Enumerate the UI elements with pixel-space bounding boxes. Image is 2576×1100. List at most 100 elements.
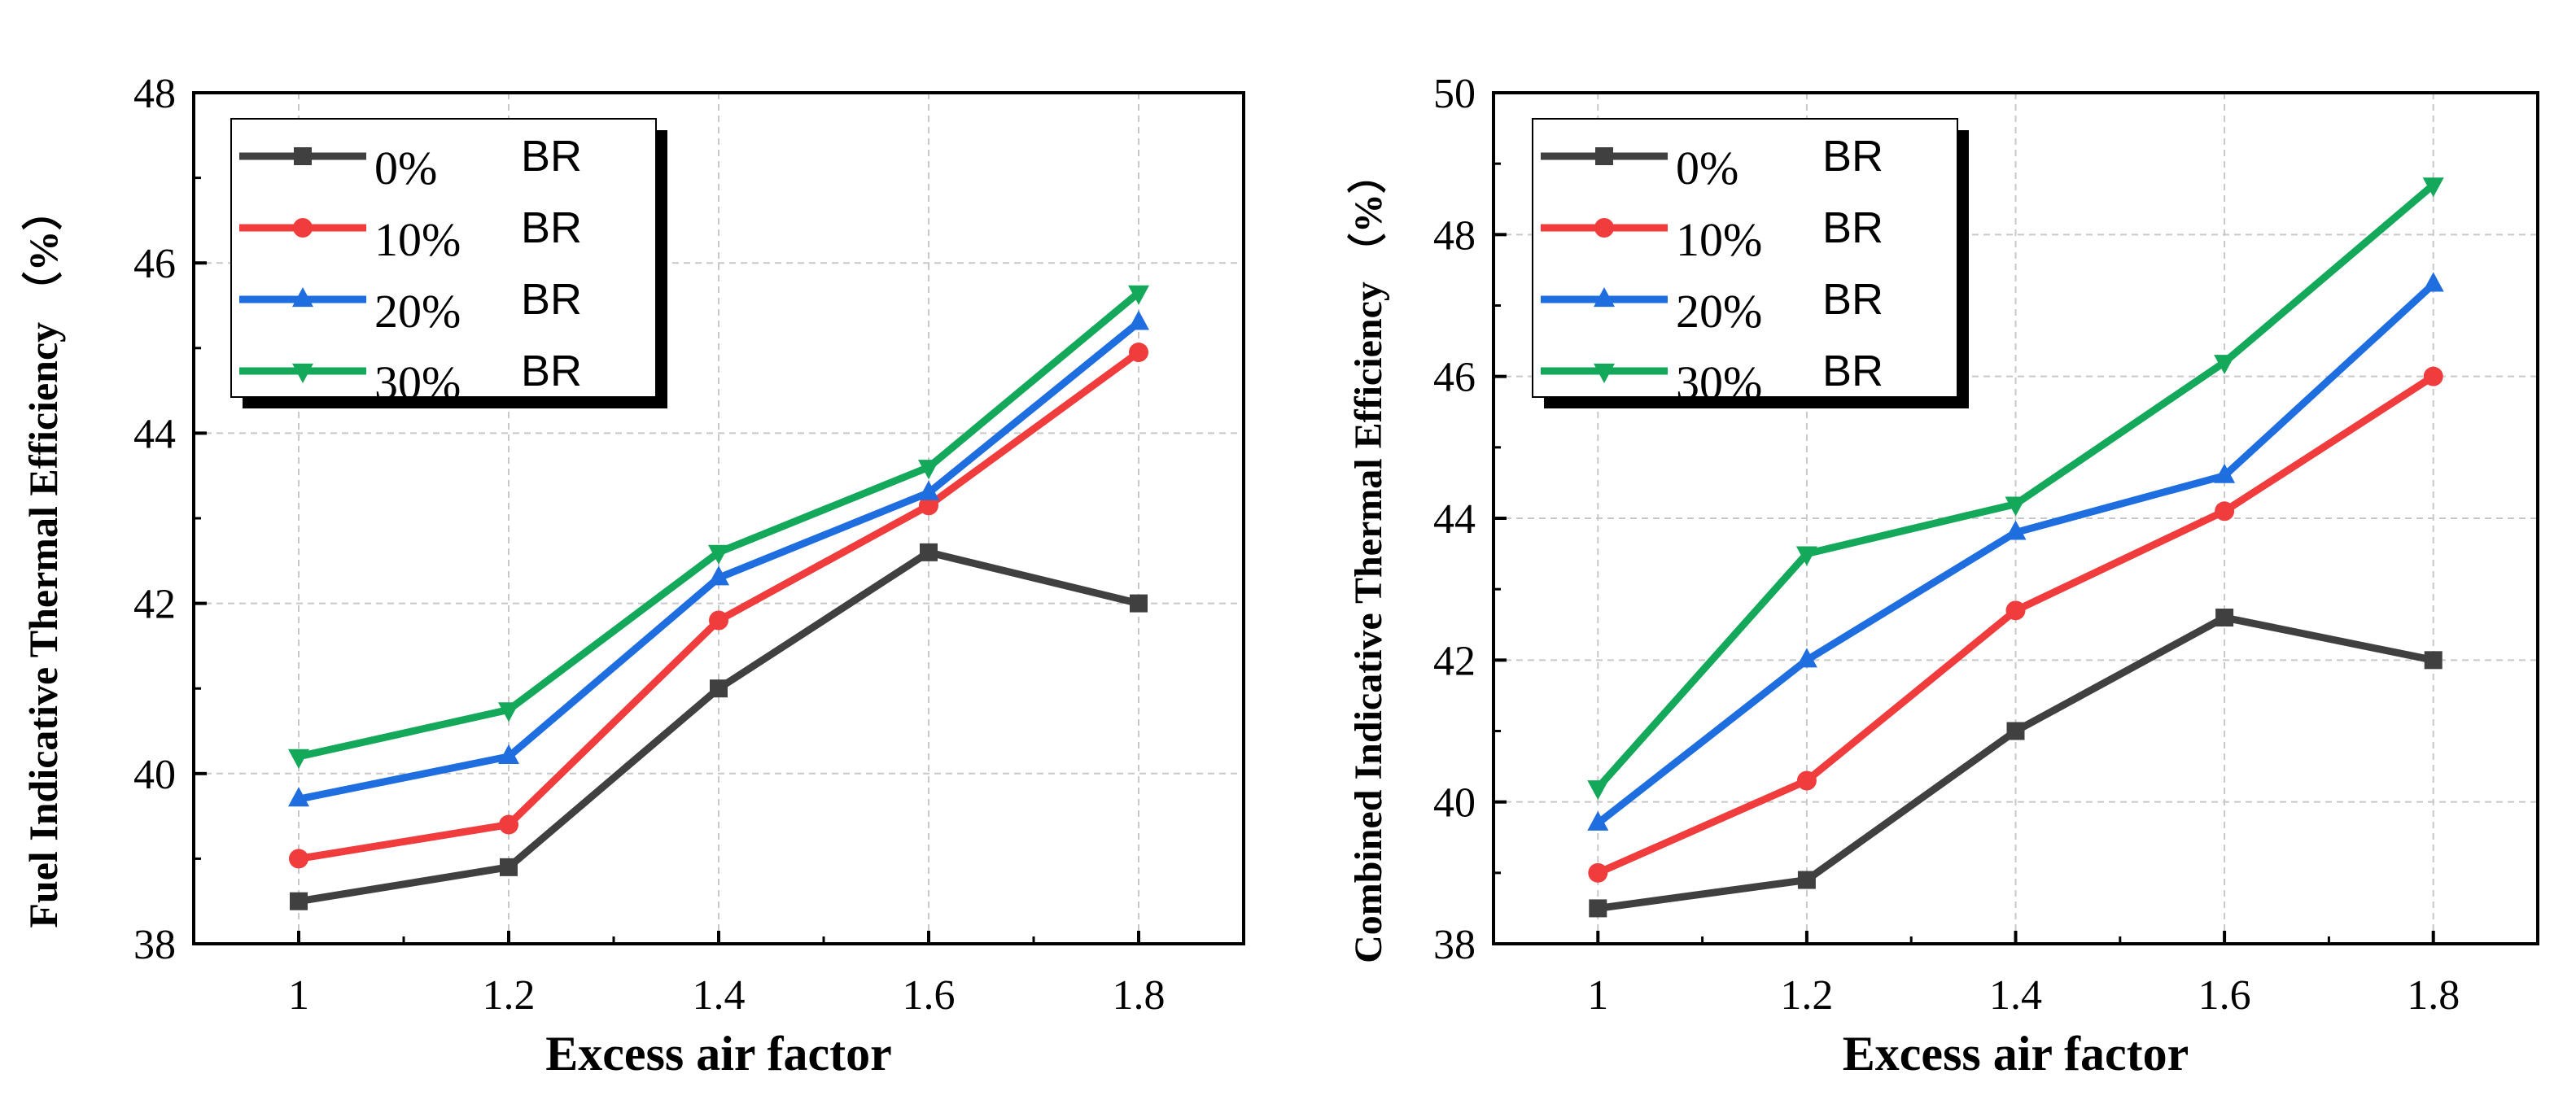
legend-marker: [1594, 363, 1615, 383]
x-tick-label: 1.6: [2198, 972, 2251, 1019]
legend-marker: [292, 287, 313, 308]
data-point: [918, 480, 939, 500]
legend-entry: 20% BR: [239, 275, 582, 338]
legend-label: 20%: [1676, 285, 1762, 338]
data-point: [1588, 862, 1608, 883]
data-point: [2423, 366, 2443, 386]
series-1: [1588, 366, 2443, 883]
legend-entry: 0% BR: [239, 132, 582, 194]
chart-2: 38 40 42 44 46 48 50 1 1.2 1.4 1.6 1.8 Excess air fa…: [1347, 71, 2539, 1080]
series-0: [1589, 609, 2443, 918]
legend-entry: 30% BR: [239, 347, 582, 409]
data-point: [2005, 600, 2026, 621]
data-point: [2214, 355, 2236, 375]
y-tick-label: 46: [133, 241, 176, 287]
legend-marker: [1595, 147, 1613, 165]
y-tick-label: 42: [133, 582, 176, 628]
data-point: [708, 565, 729, 586]
data-point: [1797, 871, 1816, 889]
series-2: [288, 310, 1149, 807]
data-point: [708, 544, 729, 565]
data-point: [1129, 343, 1148, 363]
series-3: [288, 285, 1149, 769]
legend-label: 30%: [1676, 356, 1762, 409]
legend-suffix: BR: [521, 347, 582, 395]
legend-marker: [292, 363, 313, 383]
data-point: [1589, 899, 1607, 918]
x-tick-label: 1: [288, 972, 309, 1019]
data-point: [2422, 177, 2444, 198]
y-tick-label: 44: [133, 411, 176, 457]
y-tick-label: 38: [1433, 922, 1476, 968]
data-point: [2422, 272, 2444, 292]
axis-ticks: [1494, 91, 2435, 945]
x-tick-label: 1.4: [693, 972, 746, 1019]
axis-ticks: [194, 91, 1140, 945]
x-tick-label: 1.8: [2407, 972, 2460, 1019]
data-point: [918, 460, 939, 480]
x-tick-label: 1.6: [903, 972, 956, 1019]
series-2: [1587, 272, 2444, 831]
data-point: [289, 849, 308, 869]
legend-entry: 30% BR: [1541, 347, 1883, 409]
data-point: [288, 787, 309, 807]
series-0: [290, 543, 1148, 910]
data-point: [1587, 780, 1609, 801]
y-tick-label: 42: [1433, 638, 1476, 684]
series-line: [1597, 613, 2434, 912]
legend-entry: 10% BR: [239, 203, 582, 266]
data-point: [710, 679, 728, 698]
y-axis-title: Combined Indicative Thermal Efficiency （…: [1347, 155, 1390, 963]
data-point: [499, 814, 518, 835]
x-tick-label: 1.2: [483, 972, 536, 1019]
data-point: [1128, 310, 1149, 330]
x-tick-label: 1.2: [1780, 972, 1833, 1019]
legend-suffix: BR: [1822, 347, 1883, 395]
y-tick-label: 38: [133, 922, 176, 968]
y-tick-label: 40: [1433, 780, 1476, 827]
data-point: [290, 892, 308, 910]
data-point: [498, 744, 519, 764]
legend-entry: 20% BR: [1541, 275, 1883, 338]
y-tick-label: 40: [133, 752, 176, 798]
chart-1: 38 40 42 44 46 48 1 1.2 1.4 1.6 1.8 Excess air fact…: [20, 71, 1245, 1080]
data-point: [920, 543, 938, 561]
legend-label: 0%: [374, 142, 437, 194]
data-point: [288, 749, 309, 769]
legend-suffix: BR: [521, 275, 582, 324]
legend-marker: [293, 218, 313, 238]
y-tick-label: 46: [1433, 355, 1476, 401]
legend-label: 30%: [374, 356, 461, 409]
data-point: [1795, 648, 1817, 668]
legend-entry: 0% BR: [1541, 132, 1883, 194]
series-1: [289, 343, 1148, 869]
y-tick-label: 48: [1433, 212, 1476, 259]
data-point: [2215, 501, 2235, 522]
legend-suffix: BR: [1822, 132, 1883, 181]
legend-marker: [1594, 287, 1615, 308]
legend: 0% BR 10% BR 20% BR 30% BR: [1532, 118, 1969, 409]
data-point: [1796, 770, 1817, 791]
x-tick-label: 1.4: [1989, 972, 2042, 1019]
data-point: [2424, 651, 2443, 670]
legend-suffix: BR: [521, 203, 582, 252]
legend: 0% BR 10% BR 20% BR 30% BR: [230, 118, 667, 409]
series-3: [1587, 177, 2444, 801]
legend-suffix: BR: [1822, 275, 1883, 324]
legend-label: 0%: [1676, 142, 1738, 194]
legend-suffix: BR: [521, 132, 582, 181]
data-point: [2214, 463, 2236, 483]
legend-label: 10%: [1676, 213, 1762, 266]
data-point: [1795, 546, 1817, 566]
x-tick-label: 1.8: [1113, 972, 1166, 1019]
y-axis-title: Fuel Indicative Thermal Efficiency （%）: [20, 190, 66, 928]
y-tick-label: 44: [1433, 496, 1476, 543]
x-tick-label: 1: [1587, 972, 1608, 1019]
data-point: [2005, 520, 2027, 540]
data-point: [709, 610, 728, 631]
data-point: [919, 495, 938, 516]
data-point: [500, 858, 518, 876]
data-point: [2005, 496, 2027, 517]
y-tick-label: 50: [1433, 71, 1476, 117]
